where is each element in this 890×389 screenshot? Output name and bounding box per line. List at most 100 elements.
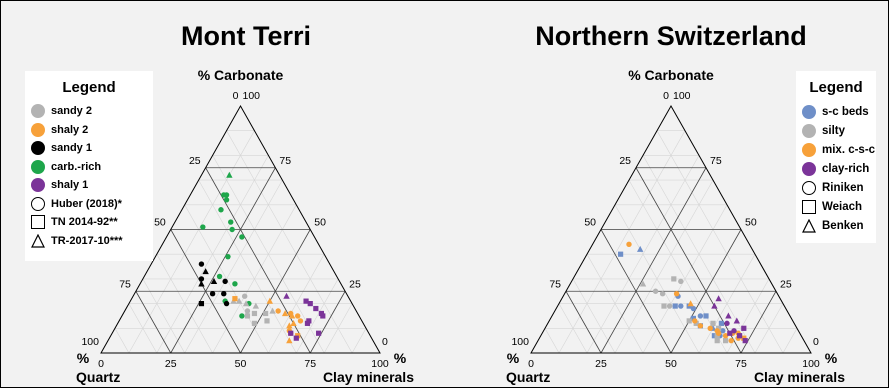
data-point-carb-rich [223, 192, 230, 198]
tick-label-right-edge: 75 [710, 155, 722, 167]
legend-dot-icon [802, 161, 816, 176]
data-point-carb-rich [225, 253, 231, 260]
legend-label: Huber (2018)* [51, 197, 122, 210]
data-point-sandy-2 [251, 320, 258, 326]
data-point-carb-rich [229, 226, 235, 233]
legend-dot-icon [31, 141, 45, 156]
grid-line-minor [614, 179, 714, 354]
grid-line-minor [782, 328, 798, 354]
data-point-shaly-1 [316, 330, 322, 336]
legend-label: mix. c-s-c [822, 143, 876, 156]
tick-label-left-edge: 50 [154, 217, 166, 229]
data-point-shaly-1 [288, 330, 294, 336]
axis-label-quartz: Quartz [506, 369, 550, 385]
data-point-silty [659, 291, 666, 297]
data-point-silty [661, 303, 667, 309]
tick-label-bottom-edge: 25 [165, 358, 177, 370]
data-point-s-c-beds [637, 245, 644, 252]
grid-line-major [600, 229, 672, 354]
legend-title: Legend [809, 79, 863, 96]
square-outline-icon [31, 215, 45, 230]
data-point-mix-c-s-c [626, 241, 632, 248]
data-point-shaly-2 [286, 322, 293, 329]
data-point-s-c-beds [618, 251, 624, 257]
data-point-clay-rich [742, 338, 748, 344]
tick-label-bottom-edge: 50 [235, 358, 247, 370]
data-point-sandy-2 [252, 302, 260, 309]
tick-label-bottom-edge: 100 [802, 358, 820, 370]
data-point-sandy-2 [244, 308, 251, 314]
data-point-silty [716, 325, 722, 331]
data-point-sandy-1 [221, 291, 227, 297]
data-point-shaly-1 [307, 301, 313, 307]
data-point-sandy-2 [244, 313, 251, 319]
data-point-clay-rich [731, 328, 737, 334]
tick-label-left-edge: 0 [663, 90, 669, 102]
data-point-clay-rich [724, 320, 730, 327]
legend-label: shaly 1 [51, 179, 89, 192]
grid-line-minor [323, 303, 353, 354]
data-point-shaly-1 [283, 292, 290, 299]
data-point-shaly-2 [290, 319, 297, 326]
legend-dot-icon [31, 122, 45, 137]
tick-label-right-edge: 25 [349, 278, 361, 290]
legend-item-carb-rich: carb.-rich [25, 158, 153, 177]
data-point-carb-rich [239, 234, 245, 240]
data-point-sandy-1 [198, 301, 205, 307]
tick-label-right-edge: 25 [780, 278, 792, 290]
legend-label: shaly 2 [51, 123, 89, 136]
data-point-sandy-1 [202, 268, 209, 275]
legend-label: clay-rich [822, 162, 870, 175]
grid-line-major [170, 167, 276, 354]
data-point-sandy-2 [242, 300, 250, 307]
grid-line-minor [268, 254, 325, 354]
legend-items: s-c beds silty mix. c-s-c clay-rich Riniken W… [796, 102, 876, 235]
tick-label-bottom-edge: 50 [665, 358, 677, 370]
grid-line-major [740, 291, 777, 354]
tick-label-right-edge: 50 [314, 217, 326, 229]
data-point-clay-rich [715, 295, 722, 302]
tick-label-right-edge: 0 [813, 336, 819, 348]
legend-label: sandy 1 [51, 142, 92, 155]
axis-label-clay-minerals: Clay minerals [323, 369, 414, 385]
data-point-sandy-1 [198, 261, 205, 267]
axis-label-quartz-pct: % [77, 350, 90, 366]
legend-item-clay-rich: clay-rich [796, 159, 876, 178]
chart-title-mont-terri: Mont Terri [181, 21, 311, 51]
tick-label-right-edge: 100 [243, 90, 261, 102]
data-point-carb-rich [216, 273, 223, 280]
grid-line-minor [351, 328, 367, 354]
data-point-shaly-2 [297, 318, 304, 324]
tick-label-bottom-edge: 75 [304, 358, 316, 370]
legend-label: Weiach [822, 200, 863, 213]
legend-dot-icon [31, 104, 45, 119]
legend-item-shaly-1: shaly 1 [25, 176, 153, 195]
data-point-carb-rich [228, 219, 234, 225]
legend-dot-icon [802, 123, 816, 138]
data-point-sandy-2 [263, 310, 269, 317]
data-point-clay-rich [741, 325, 747, 331]
data-point-s-c-beds [672, 303, 678, 309]
legend-dot-icon [802, 142, 816, 157]
grid-line-minor [114, 328, 130, 354]
data-point-sandy-1 [210, 277, 218, 284]
data-point-shaly-2 [286, 337, 293, 344]
circle-outline-icon [802, 180, 816, 195]
grid-line-minor [698, 254, 756, 354]
data-point-silty [723, 338, 729, 344]
tick-label-bottom-edge: 0 [98, 358, 104, 370]
data-point-sandy-1 [198, 280, 205, 287]
data-point-silty [652, 288, 659, 294]
data-point-sandy-1 [223, 300, 230, 307]
data-point-s-c-beds [711, 333, 717, 339]
axis-label-clay-minerals: Clay minerals [754, 369, 845, 385]
data-point-clay-rich [727, 330, 733, 336]
data-point-silty [710, 320, 716, 326]
data-point-sandy-2 [241, 293, 248, 299]
data-point-mix-c-s-c [692, 318, 698, 324]
data-point-shaly-2 [281, 310, 289, 317]
legend-item-mix-c-s-c: mix. c-s-c [796, 140, 876, 159]
grid-line-major [135, 291, 172, 354]
grid-line-minor [128, 303, 158, 354]
legend-label: sandy 2 [51, 105, 92, 118]
